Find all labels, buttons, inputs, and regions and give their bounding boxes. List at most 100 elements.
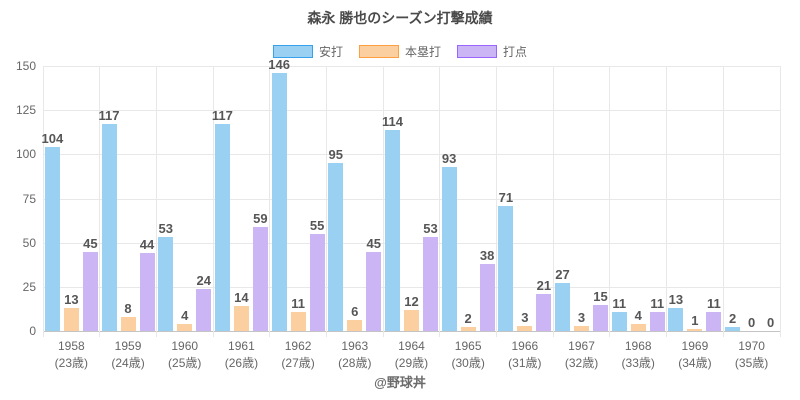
bar-rbi-1969[interactable]: 11 xyxy=(706,297,722,331)
bar-hits-1966[interactable]: 71 xyxy=(498,191,514,331)
bar-value-label: 24 xyxy=(196,272,211,288)
v-gridline xyxy=(99,66,101,337)
x-tick-age: (35歳) xyxy=(734,356,769,371)
x-tick-year: 1964 xyxy=(398,339,425,353)
bar-value-label: 1 xyxy=(691,313,699,329)
bar-rbi-1966[interactable]: 21 xyxy=(536,279,552,331)
x-tick-label-1965: 1965 (30歳) xyxy=(440,338,497,373)
y-tick-label: 150 xyxy=(15,59,36,73)
bar-value-label: 2 xyxy=(728,311,737,327)
bar-group-1961: 117 14 59 xyxy=(212,66,270,331)
bar-group-1969: 13 1 11 xyxy=(667,66,724,331)
bar-value-label: 11 xyxy=(707,295,721,311)
bar-value-label: 38 xyxy=(479,247,495,263)
bar-value-label: 93 xyxy=(441,150,457,166)
h-gridline xyxy=(43,242,780,244)
bar-homeruns-1959[interactable]: 8 xyxy=(120,302,136,331)
y-axis: 0 25 50 75 100 125 150 xyxy=(0,60,36,337)
x-axis: 1958 (23歳) 1959 (24歳) 1960 (25歳) 1961 (26歳) 1962… xyxy=(43,338,780,373)
bar-homeruns-1962[interactable]: 11 xyxy=(290,297,306,331)
bar-group-1963: 95 6 45 xyxy=(326,66,383,331)
x-tick-label-1958: 1958 (23歳) xyxy=(43,338,100,373)
bar-value-label: 114 xyxy=(381,113,403,129)
bar-value-label: 6 xyxy=(351,304,359,320)
x-tick-year: 1965 xyxy=(454,339,482,353)
bar-hits-1958[interactable]: 104 xyxy=(41,132,63,331)
bar-value-label: 55 xyxy=(309,217,325,233)
bar-rbi-1967[interactable]: 15 xyxy=(593,290,609,331)
bar-homeruns-1965[interactable]: 2 xyxy=(460,312,476,331)
bar-value-label: 59 xyxy=(253,210,268,226)
bar-value-label: 21 xyxy=(536,277,552,293)
bar-hits-1969[interactable]: 13 xyxy=(668,293,684,331)
v-gridline xyxy=(382,66,384,337)
h-gridline xyxy=(43,154,780,156)
bar-hits-1967[interactable]: 27 xyxy=(555,268,571,331)
bar-group-1958: 104 13 45 xyxy=(41,66,100,331)
bar-rbi-1968[interactable]: 11 xyxy=(649,297,665,331)
bar-rbi-1961[interactable]: 59 xyxy=(252,212,268,331)
bar-rbi-1963[interactable]: 45 xyxy=(366,237,382,331)
bar-value-label: 45 xyxy=(366,235,382,251)
legend-item-hits[interactable]: 安打 xyxy=(272,43,343,60)
bar-group-1968: 11 4 11 xyxy=(610,66,667,331)
bar-value-label: 15 xyxy=(593,288,608,304)
bar-groups: 104 13 45 117 8 44 53 4 24 117 14 59 146 11 55 95 6 45 114… xyxy=(41,58,780,331)
bar-homeruns-1969[interactable]: 1 xyxy=(687,314,703,331)
bar-hits-1970[interactable]: 2 xyxy=(725,312,741,331)
bar-hits-1962[interactable]: 146 xyxy=(268,58,290,331)
bar-hits-1960[interactable]: 53 xyxy=(158,222,174,331)
bar-value-label: 45 xyxy=(83,235,98,251)
bar-homeruns-1966[interactable]: 3 xyxy=(517,311,533,331)
y-tick-label: 125 xyxy=(15,103,36,118)
bar-hits-1963[interactable]: 95 xyxy=(328,148,344,331)
bar-homeruns-1961[interactable]: 14 xyxy=(233,291,249,331)
bar-hits-1959[interactable]: 117 xyxy=(99,109,120,331)
bar-rbi-1959[interactable]: 44 xyxy=(139,238,155,331)
bar-value-label: 3 xyxy=(521,309,529,325)
bar-value-label: 3 xyxy=(577,309,586,325)
v-gridline xyxy=(552,66,554,337)
bar-value-label: 53 xyxy=(158,221,173,237)
legend-item-rbi[interactable]: 打点 xyxy=(457,43,527,60)
x-tick-year: 1968 xyxy=(624,339,652,353)
bar-rbi-1962[interactable]: 55 xyxy=(309,219,325,331)
bar-homeruns-1958[interactable]: 13 xyxy=(63,293,79,331)
y-tick-label: 75 xyxy=(22,191,36,206)
bar-homeruns-1964[interactable]: 12 xyxy=(403,295,419,331)
x-tick-label-1970: 1970 (35歳) xyxy=(723,338,780,373)
x-tick-age: (25歳) xyxy=(168,356,202,371)
x-axis-baseline xyxy=(43,331,780,332)
x-tick-year: 1963 xyxy=(341,339,369,353)
bar-homeruns-1963[interactable]: 6 xyxy=(347,305,363,331)
x-tick-label-1966: 1966 (31歳) xyxy=(497,338,554,373)
legend-item-homeruns[interactable]: 本塁打 xyxy=(358,43,441,60)
bar-rbi-1958[interactable]: 45 xyxy=(82,237,98,331)
bar-homeruns-1967[interactable]: 3 xyxy=(574,311,590,331)
bar-homeruns-1968[interactable]: 4 xyxy=(630,309,646,331)
bar-rbi-1960[interactable]: 24 xyxy=(196,274,212,331)
bar-homeruns-1960[interactable]: 4 xyxy=(177,309,193,331)
bar-value-label: 53 xyxy=(423,221,438,237)
v-gridline xyxy=(212,66,214,337)
bar-hits-1968[interactable]: 11 xyxy=(611,297,627,331)
bar-hits-1961[interactable]: 117 xyxy=(212,109,233,331)
bar-value-label: 13 xyxy=(64,292,79,308)
bar-value-label: 4 xyxy=(181,307,189,323)
v-gridline xyxy=(325,66,327,337)
x-tick-year: 1958 xyxy=(57,339,85,353)
bar-hits-1965[interactable]: 93 xyxy=(441,152,457,331)
x-tick-label-1969: 1969 (34歳) xyxy=(667,338,724,373)
x-tick-age: (28歳) xyxy=(338,356,372,371)
h-gridline xyxy=(43,110,780,112)
bar-rbi-1964[interactable]: 53 xyxy=(422,222,438,331)
x-tick-age: (26歳) xyxy=(224,356,259,371)
bar-rbi-1965[interactable]: 38 xyxy=(479,249,495,331)
x-tick-age: (27歳) xyxy=(281,356,315,371)
v-gridline xyxy=(439,66,441,337)
bar-value-label: 14 xyxy=(234,290,249,306)
x-tick-year: 1969 xyxy=(681,339,709,353)
bar-hits-1964[interactable]: 114 xyxy=(382,115,403,331)
